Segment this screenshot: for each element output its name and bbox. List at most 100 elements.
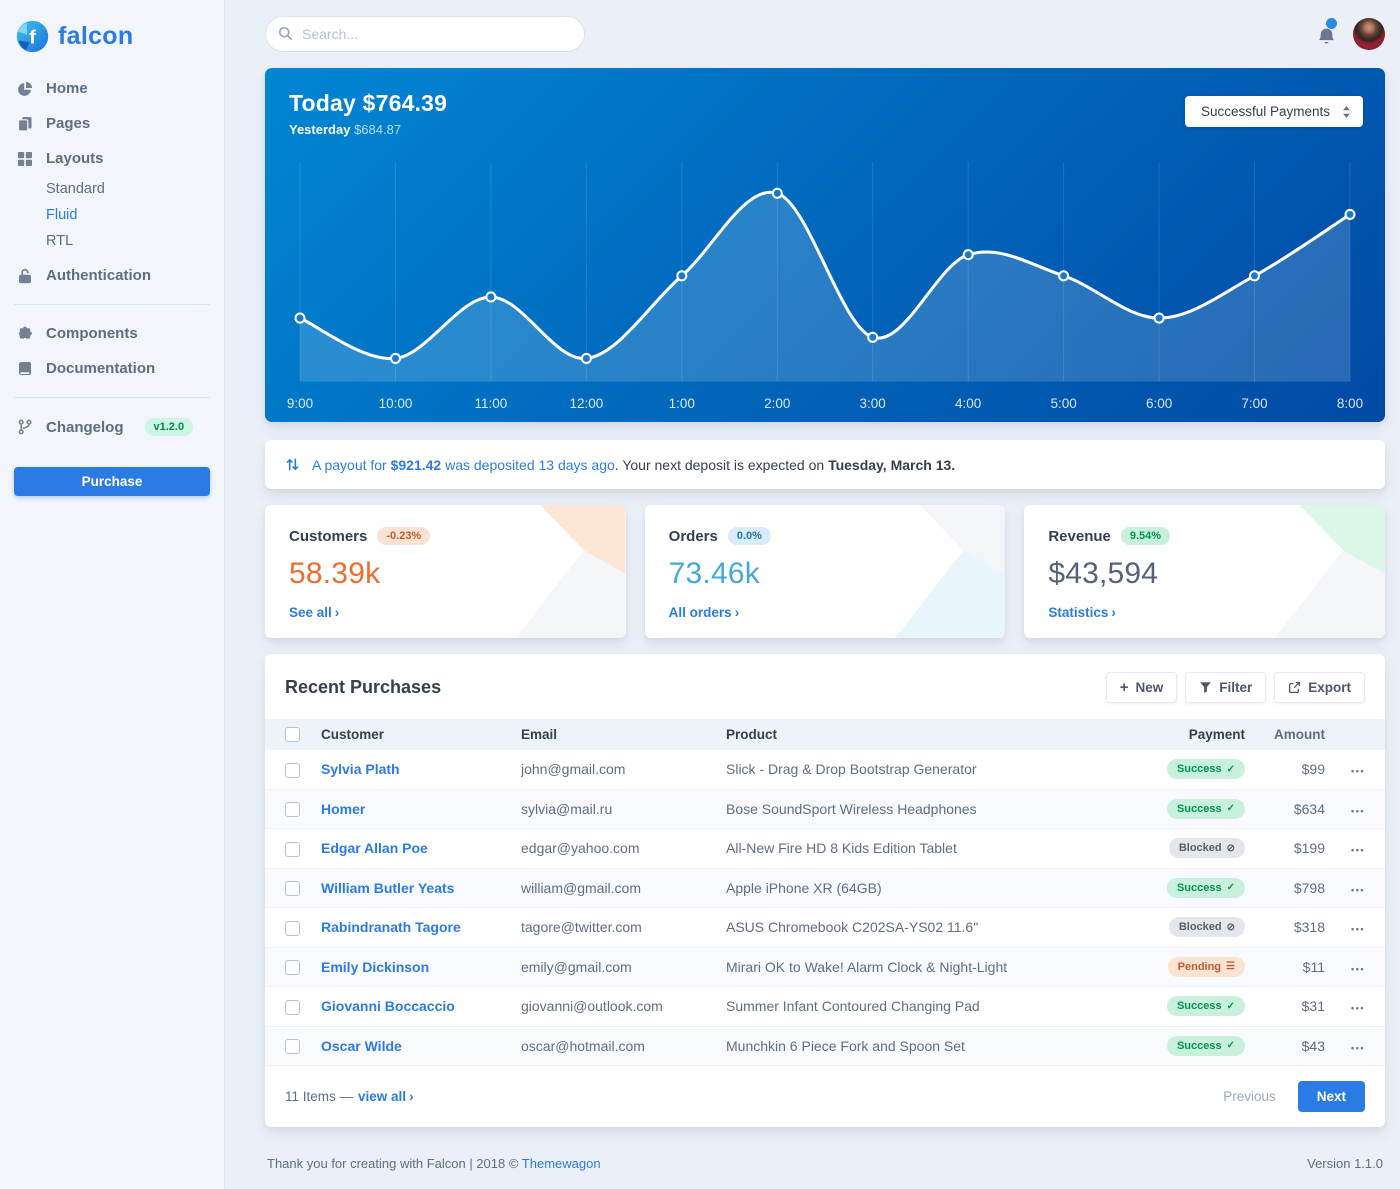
sidebar-item-changelog[interactable]: Changelog v1.2.0 bbox=[14, 409, 210, 445]
chart-data-point[interactable] bbox=[294, 312, 306, 324]
filter-button[interactable]: Filter bbox=[1185, 672, 1267, 703]
sidebar-item-authentication[interactable]: Authentication bbox=[14, 258, 210, 293]
export-button[interactable]: Export bbox=[1274, 672, 1365, 703]
chart-data-point[interactable] bbox=[1344, 208, 1356, 220]
row-actions-button[interactable]: ••• bbox=[1351, 1042, 1365, 1053]
customer-link[interactable]: Giovanni Boccaccio bbox=[321, 998, 455, 1015]
topbar-right bbox=[1316, 17, 1385, 50]
column-header-email: Email bbox=[521, 726, 558, 742]
table-row: Oscar Wilde oscar@hotmail.com Munchkin 6 P… bbox=[265, 1025, 1385, 1065]
chart-data-point[interactable] bbox=[580, 352, 592, 365]
notifications-bell-icon[interactable] bbox=[1316, 17, 1337, 48]
row-checkbox[interactable] bbox=[285, 960, 300, 976]
svg-text:f: f bbox=[29, 27, 36, 49]
next-button[interactable]: Next bbox=[1297, 1081, 1365, 1112]
sidebar-item-fluid[interactable]: Fluid bbox=[46, 207, 78, 223]
customer-link[interactable]: Homer bbox=[321, 800, 366, 817]
chart-data-point[interactable] bbox=[1058, 270, 1070, 282]
search-box bbox=[265, 16, 585, 52]
amount-cell: $199 bbox=[1293, 840, 1325, 857]
amount-cell: $31 bbox=[1301, 998, 1325, 1015]
purchase-button[interactable]: Purchase bbox=[14, 467, 210, 496]
row-actions-button[interactable]: ••• bbox=[1351, 766, 1365, 777]
chart-data-point[interactable] bbox=[1249, 270, 1260, 282]
search-input[interactable] bbox=[265, 16, 585, 52]
sidebar-item-label: Pages bbox=[46, 115, 91, 132]
row-actions-button[interactable]: ••• bbox=[1351, 1003, 1365, 1014]
themewagon-link[interactable]: Themewagon bbox=[521, 1156, 601, 1171]
chart-data-point[interactable] bbox=[1153, 312, 1165, 324]
row-checkbox[interactable] bbox=[285, 999, 300, 1015]
sidebar-item-label: Layouts bbox=[46, 150, 104, 167]
customer-link[interactable]: Sylvia Plath bbox=[321, 761, 400, 778]
chart-data-point[interactable] bbox=[962, 249, 974, 261]
column-header-product: Product bbox=[726, 726, 778, 742]
row-checkbox[interactable] bbox=[285, 881, 300, 897]
payments-type-select[interactable]: Successful Payments bbox=[1184, 96, 1363, 127]
status-success-icon: ✓ bbox=[1226, 763, 1235, 775]
chart-title: Today $764.39 bbox=[289, 90, 448, 116]
chart-data-point[interactable] bbox=[485, 291, 497, 303]
chart-data-point[interactable] bbox=[676, 270, 688, 282]
payout-link[interactable]: A payout for $921.42 was deposited 13 da… bbox=[312, 456, 615, 473]
view-all-link[interactable]: view all › bbox=[358, 1089, 414, 1104]
payment-status-badge: Blocked ⊘ bbox=[1168, 917, 1245, 938]
select-all-checkbox[interactable] bbox=[285, 726, 300, 742]
sidebar-divider bbox=[14, 397, 210, 398]
product-cell: Summer Infant Contoured Changing Pad bbox=[726, 998, 980, 1015]
row-checkbox[interactable] bbox=[285, 802, 300, 818]
row-checkbox[interactable] bbox=[285, 841, 300, 857]
row-checkbox[interactable] bbox=[285, 762, 300, 778]
purchases-title: Recent Purchases bbox=[285, 677, 442, 697]
customer-link[interactable]: Edgar Allan Poe bbox=[321, 840, 428, 857]
purchases-actions: + New Filter Export bbox=[1105, 672, 1365, 703]
sidebar-item-label: Authentication bbox=[46, 267, 151, 284]
customer-link[interactable]: Oscar Wilde bbox=[321, 1037, 402, 1054]
stat-value: 58.39k bbox=[289, 557, 381, 590]
items-count: 11 Items — bbox=[285, 1089, 354, 1104]
brand[interactable]: f falcon bbox=[14, 16, 210, 71]
row-actions-button[interactable]: ••• bbox=[1351, 845, 1365, 856]
table-header-row: Customer Email Product Payment Amount bbox=[265, 719, 1385, 749]
status-warning-icon: ☰ bbox=[1226, 961, 1235, 973]
customer-link[interactable]: Emily Dickinson bbox=[321, 958, 430, 975]
email-cell: john@gmail.com bbox=[521, 761, 626, 778]
chart-data-point[interactable] bbox=[867, 331, 879, 343]
customer-link[interactable]: Rabindranath Tagore bbox=[321, 919, 461, 936]
stat-link[interactable]: All orders › bbox=[668, 605, 740, 620]
sidebar-item-standard[interactable]: Standard bbox=[46, 181, 105, 197]
row-checkbox[interactable] bbox=[285, 1039, 300, 1055]
amount-cell: $634 bbox=[1293, 800, 1325, 817]
stat-link[interactable]: Statistics › bbox=[1048, 605, 1116, 620]
sidebar-item-label: Components bbox=[46, 325, 138, 342]
stat-link[interactable]: See all › bbox=[289, 605, 340, 620]
new-button[interactable]: + New bbox=[1105, 672, 1178, 703]
sidebar-item-layouts[interactable]: Layouts bbox=[14, 141, 210, 176]
page-footer: Thank you for creating with Falcon | 201… bbox=[265, 1134, 1385, 1189]
row-actions-button[interactable]: ••• bbox=[1351, 924, 1365, 935]
payment-status-badge: Success ✓ bbox=[1166, 996, 1245, 1017]
sidebar-item-home[interactable]: Home bbox=[14, 71, 210, 106]
avatar[interactable] bbox=[1353, 18, 1385, 50]
table-row: Edgar Allan Poe edgar@yahoo.com All-New Fi… bbox=[265, 828, 1385, 868]
recent-purchases-card: Recent Purchases + New Filter Export Cust… bbox=[265, 654, 1385, 1127]
row-actions-button[interactable]: ••• bbox=[1351, 884, 1365, 895]
sidebar-item-rtl[interactable]: RTL bbox=[46, 233, 74, 249]
row-actions-button[interactable]: ••• bbox=[1351, 963, 1365, 974]
topbar bbox=[265, 0, 1385, 68]
x-axis-label: 5:00 bbox=[1050, 396, 1077, 411]
previous-button[interactable]: Previous bbox=[1209, 1082, 1290, 1111]
chart-area-fill bbox=[300, 192, 1350, 382]
search-icon bbox=[278, 26, 293, 41]
row-actions-button[interactable]: ••• bbox=[1351, 805, 1365, 816]
chart-data-point[interactable] bbox=[771, 187, 783, 199]
sidebar-item-documentation[interactable]: Documentation bbox=[14, 351, 210, 386]
chart-header: Today $764.39 Yesterday $684.87 bbox=[289, 90, 447, 137]
row-checkbox[interactable] bbox=[285, 920, 300, 936]
sidebar-item-pages[interactable]: Pages bbox=[14, 106, 210, 141]
chart-data-point[interactable] bbox=[390, 352, 401, 365]
table-row: Emily Dickinson emily@gmail.com Mirari OK … bbox=[265, 946, 1385, 986]
sidebar-item-components[interactable]: Components bbox=[14, 316, 210, 351]
customer-link[interactable]: William Butler Yeats bbox=[321, 879, 455, 896]
email-cell: sylvia@mail.ru bbox=[521, 800, 613, 817]
